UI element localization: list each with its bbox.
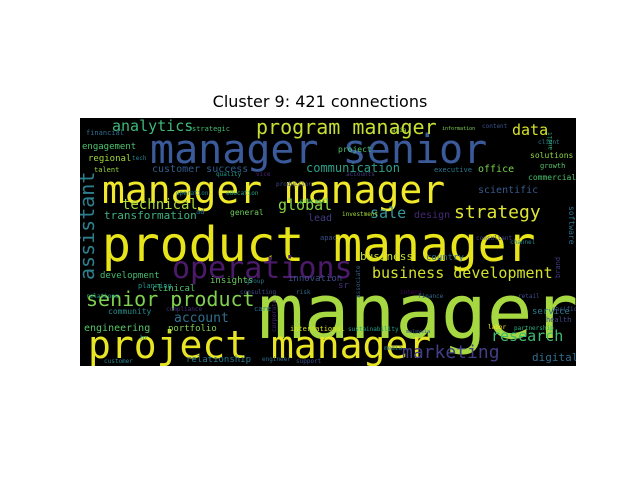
word-sr: sr [338, 281, 349, 291]
word-engineering: engineering [84, 323, 150, 334]
word-marketing: marketing [402, 342, 500, 363]
word-support: support [296, 358, 322, 365]
word-portfolio: portfolio [168, 324, 217, 334]
word-research: research [491, 327, 563, 345]
word-global: global [278, 196, 332, 214]
word-consulting: consulting [240, 289, 277, 296]
word-quality: quality [216, 171, 242, 178]
word-solutions: solutions [530, 151, 574, 160]
word-business-development: business development [372, 264, 553, 282]
word-brand: brand [554, 257, 562, 278]
word-clinical: clinical [152, 284, 195, 294]
word-commercial: commercial [528, 173, 576, 182]
word-country: country [426, 253, 465, 263]
word-assistant: assistant [80, 172, 99, 280]
word-technical: technical [122, 197, 198, 213]
word-business: business [360, 250, 413, 263]
word-design: design [414, 210, 450, 221]
word-finance: finance [418, 293, 444, 300]
word-investment: investment [342, 211, 379, 218]
word-senior-product: senior product [86, 287, 255, 311]
word-ad: ad [196, 208, 204, 216]
word-tech: tech [132, 155, 147, 162]
word-education: education [226, 190, 259, 197]
word-program-manager: program manager [256, 118, 437, 139]
word-retail: retail [518, 293, 540, 300]
word-process: process [300, 198, 326, 205]
word-channel: channel [510, 239, 536, 246]
word-strategy: strategy [454, 202, 541, 223]
word-transformation: transformation [104, 209, 197, 222]
word-client: client [538, 139, 560, 146]
word-corporate: corporate [271, 299, 278, 332]
word-health: health [546, 316, 571, 324]
word-partnership: partnership [514, 325, 554, 332]
word-audit: audit [547, 132, 554, 150]
word-hr: hr [140, 334, 148, 342]
word-pacific: pacific [552, 306, 576, 313]
word-office: office [478, 164, 514, 175]
word-project: project [338, 145, 372, 154]
cloud-background [80, 118, 576, 366]
word-communication: communication [306, 161, 400, 175]
word-manager-manager: manager manager [102, 168, 445, 212]
word-planning: planning [138, 282, 172, 290]
word-risk: risk [296, 289, 311, 296]
word-talent: talent [94, 166, 119, 174]
word-regional: regional [88, 154, 131, 164]
word-vice: vice [256, 171, 271, 178]
word-group: group [246, 278, 264, 285]
word-intern: intern [400, 289, 422, 296]
chart-title: Cluster 9: 421 connections [212, 92, 428, 111]
word-malaysia: malaysia [406, 329, 430, 335]
word-operations: operations [172, 251, 353, 286]
word-media: media [384, 345, 402, 352]
word-compliance: compliance [166, 306, 203, 313]
word-sustainability: sustainability [348, 326, 399, 333]
word-insights: insights [210, 276, 253, 286]
word-engagement: engagement [82, 142, 136, 152]
word-accounts: accounts [346, 171, 375, 178]
word-manager: manager [258, 267, 576, 356]
word-operation: operation [176, 190, 209, 197]
word-engineer: engineer [262, 356, 291, 363]
word-associate: associate [355, 265, 362, 298]
word-innovation: innovation [288, 274, 342, 284]
word-manager-senior: manager senior [150, 127, 487, 173]
word-scientific: scientific [478, 185, 538, 196]
word-care: care [254, 305, 271, 313]
word-sale: sale [370, 204, 406, 222]
word-project-manager: project manager [88, 323, 431, 366]
word-service: service [532, 307, 570, 317]
word-international: international [290, 325, 345, 333]
word-data: data [512, 121, 548, 139]
word-production: production [276, 181, 313, 188]
word-development: development [100, 271, 160, 281]
word-growth: growth [540, 162, 565, 170]
word-financial: financial [86, 129, 124, 137]
word-consultant: consultant [476, 235, 513, 242]
word-customer-success: customer success [152, 164, 248, 175]
word-software: software [567, 206, 576, 245]
word-digital: digital [532, 351, 576, 364]
word-strategic: strategic [192, 125, 230, 133]
word-lead: lead [308, 213, 332, 224]
word-general: general [230, 208, 264, 217]
word-relations: relations [86, 293, 119, 300]
word-relationship: relationship [186, 355, 251, 365]
word-executive: executive [434, 166, 472, 174]
word-content: content [482, 123, 508, 130]
word-customer: customer [104, 358, 133, 365]
word-product-manager: product manager [102, 217, 535, 273]
word-apac: apac [320, 234, 337, 242]
word-asia: asia [392, 127, 407, 134]
word-account: account [174, 311, 229, 326]
word-information: information [442, 126, 475, 132]
word-community: community [108, 307, 152, 316]
word-analytics: analytics [112, 118, 193, 135]
word-labor: labor [488, 324, 506, 331]
